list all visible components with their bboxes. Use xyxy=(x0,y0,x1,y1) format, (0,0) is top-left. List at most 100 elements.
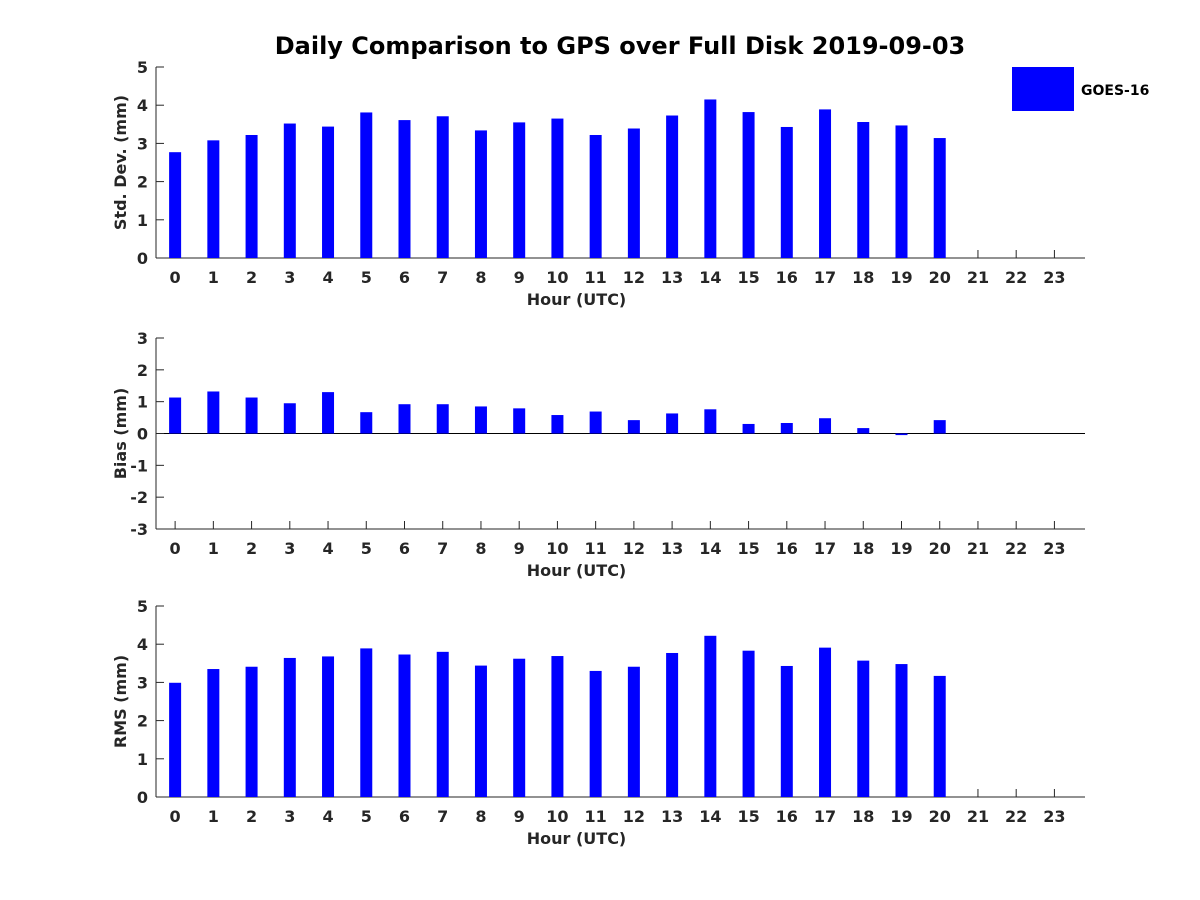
x-tick-label: 3 xyxy=(284,807,295,826)
x-tick-label: 7 xyxy=(437,539,448,558)
x-tick-label: 8 xyxy=(475,268,486,287)
x-tick-label: 5 xyxy=(361,268,372,287)
x-tick-label: 3 xyxy=(284,268,295,287)
x-tick-label: 16 xyxy=(776,268,798,287)
y-tick-label: 3 xyxy=(137,134,148,153)
x-tick-label: 21 xyxy=(967,268,989,287)
x-tick-label: 19 xyxy=(890,539,912,558)
x-tick-label: 17 xyxy=(814,807,836,826)
x-tick-label: 0 xyxy=(170,268,181,287)
x-axis-label: Hour (UTC) xyxy=(527,829,627,848)
x-tick-label: 7 xyxy=(437,268,448,287)
x-axis-label: Hour (UTC) xyxy=(527,290,627,309)
x-tick-label: 23 xyxy=(1043,807,1065,826)
bar-hour-1 xyxy=(207,669,220,797)
bar-hour-6 xyxy=(398,404,411,434)
bar-hour-11 xyxy=(589,134,602,258)
bar-hour-2 xyxy=(245,666,258,797)
x-tick-label: 17 xyxy=(814,539,836,558)
y-axis-label: RMS (mm) xyxy=(111,655,130,748)
x-tick-label: 8 xyxy=(475,539,486,558)
y-tick-label: 2 xyxy=(137,361,148,380)
x-tick-label: 11 xyxy=(585,807,607,826)
y-tick-label: 3 xyxy=(137,673,148,692)
y-tick-label: -3 xyxy=(130,520,148,539)
bar-hour-16 xyxy=(780,126,793,258)
bar-hour-2 xyxy=(245,397,258,434)
y-tick-label: 4 xyxy=(137,96,148,115)
x-tick-label: 20 xyxy=(929,807,951,826)
y-tick-label: 2 xyxy=(137,712,148,731)
x-tick-label: 14 xyxy=(699,807,721,826)
x-tick-label: 12 xyxy=(623,539,645,558)
bar-hour-16 xyxy=(780,422,793,434)
bar-hour-1 xyxy=(207,140,220,258)
x-tick-label: 11 xyxy=(585,539,607,558)
y-tick-label: 0 xyxy=(137,425,148,444)
y-tick-label: -2 xyxy=(130,488,148,507)
x-tick-label: 16 xyxy=(776,539,798,558)
bar-hour-5 xyxy=(360,648,373,797)
x-tick-label: 15 xyxy=(737,268,759,287)
bar-hour-15 xyxy=(742,112,755,259)
x-tick-label: 22 xyxy=(1005,807,1027,826)
bar-hour-7 xyxy=(436,116,449,258)
bar-hour-4 xyxy=(322,656,335,797)
bar-hour-14 xyxy=(704,635,717,797)
x-tick-label: 19 xyxy=(890,807,912,826)
bar-hour-20 xyxy=(933,420,946,434)
x-axis-label: Hour (UTC) xyxy=(527,561,627,580)
bar-hour-15 xyxy=(742,650,755,797)
bar-hour-16 xyxy=(780,665,793,797)
x-tick-label: 2 xyxy=(246,807,257,826)
bar-hour-9 xyxy=(513,408,526,434)
bar-hour-4 xyxy=(322,392,335,434)
chart-title: Daily Comparison to GPS over Full Disk 2… xyxy=(275,32,966,60)
y-tick-label: 1 xyxy=(137,211,148,230)
y-tick-label: -1 xyxy=(130,456,148,475)
x-tick-label: 15 xyxy=(737,807,759,826)
x-tick-label: 20 xyxy=(929,539,951,558)
bar-hour-1 xyxy=(207,391,220,434)
bar-hour-3 xyxy=(283,123,296,258)
y-tick-label: 0 xyxy=(137,249,148,268)
x-tick-label: 22 xyxy=(1005,268,1027,287)
bar-hour-10 xyxy=(551,118,564,258)
x-tick-label: 9 xyxy=(514,268,525,287)
legend-swatch xyxy=(1012,67,1074,111)
bar-hour-18 xyxy=(857,660,870,797)
x-tick-label: 18 xyxy=(852,539,874,558)
bar-hour-0 xyxy=(169,397,182,434)
x-tick-label: 13 xyxy=(661,807,683,826)
y-tick-label: 1 xyxy=(137,750,148,769)
x-tick-label: 23 xyxy=(1043,539,1065,558)
bar-hour-18 xyxy=(857,428,870,434)
x-tick-label: 6 xyxy=(399,268,410,287)
bar-hour-13 xyxy=(666,413,679,434)
x-tick-label: 6 xyxy=(399,539,410,558)
x-tick-label: 18 xyxy=(852,268,874,287)
bar-hour-0 xyxy=(169,152,182,258)
bar-hour-12 xyxy=(627,666,640,797)
x-tick-label: 12 xyxy=(623,807,645,826)
x-tick-label: 22 xyxy=(1005,539,1027,558)
x-tick-label: 18 xyxy=(852,807,874,826)
bar-hour-7 xyxy=(436,651,449,797)
bar-hour-20 xyxy=(933,675,946,797)
y-tick-label: 0 xyxy=(137,788,148,807)
x-tick-label: 6 xyxy=(399,807,410,826)
bar-hour-10 xyxy=(551,656,564,797)
y-tick-label: 3 xyxy=(137,329,148,348)
bar-hour-10 xyxy=(551,415,564,434)
x-tick-label: 13 xyxy=(661,539,683,558)
bar-hour-20 xyxy=(933,138,946,258)
x-tick-label: 14 xyxy=(699,539,721,558)
bar-hour-11 xyxy=(589,670,602,797)
x-tick-label: 4 xyxy=(322,807,333,826)
y-axis-label: Bias (mm) xyxy=(111,388,130,480)
x-tick-label: 2 xyxy=(246,268,257,287)
y-axis-label: Std. Dev. (mm) xyxy=(111,95,130,230)
